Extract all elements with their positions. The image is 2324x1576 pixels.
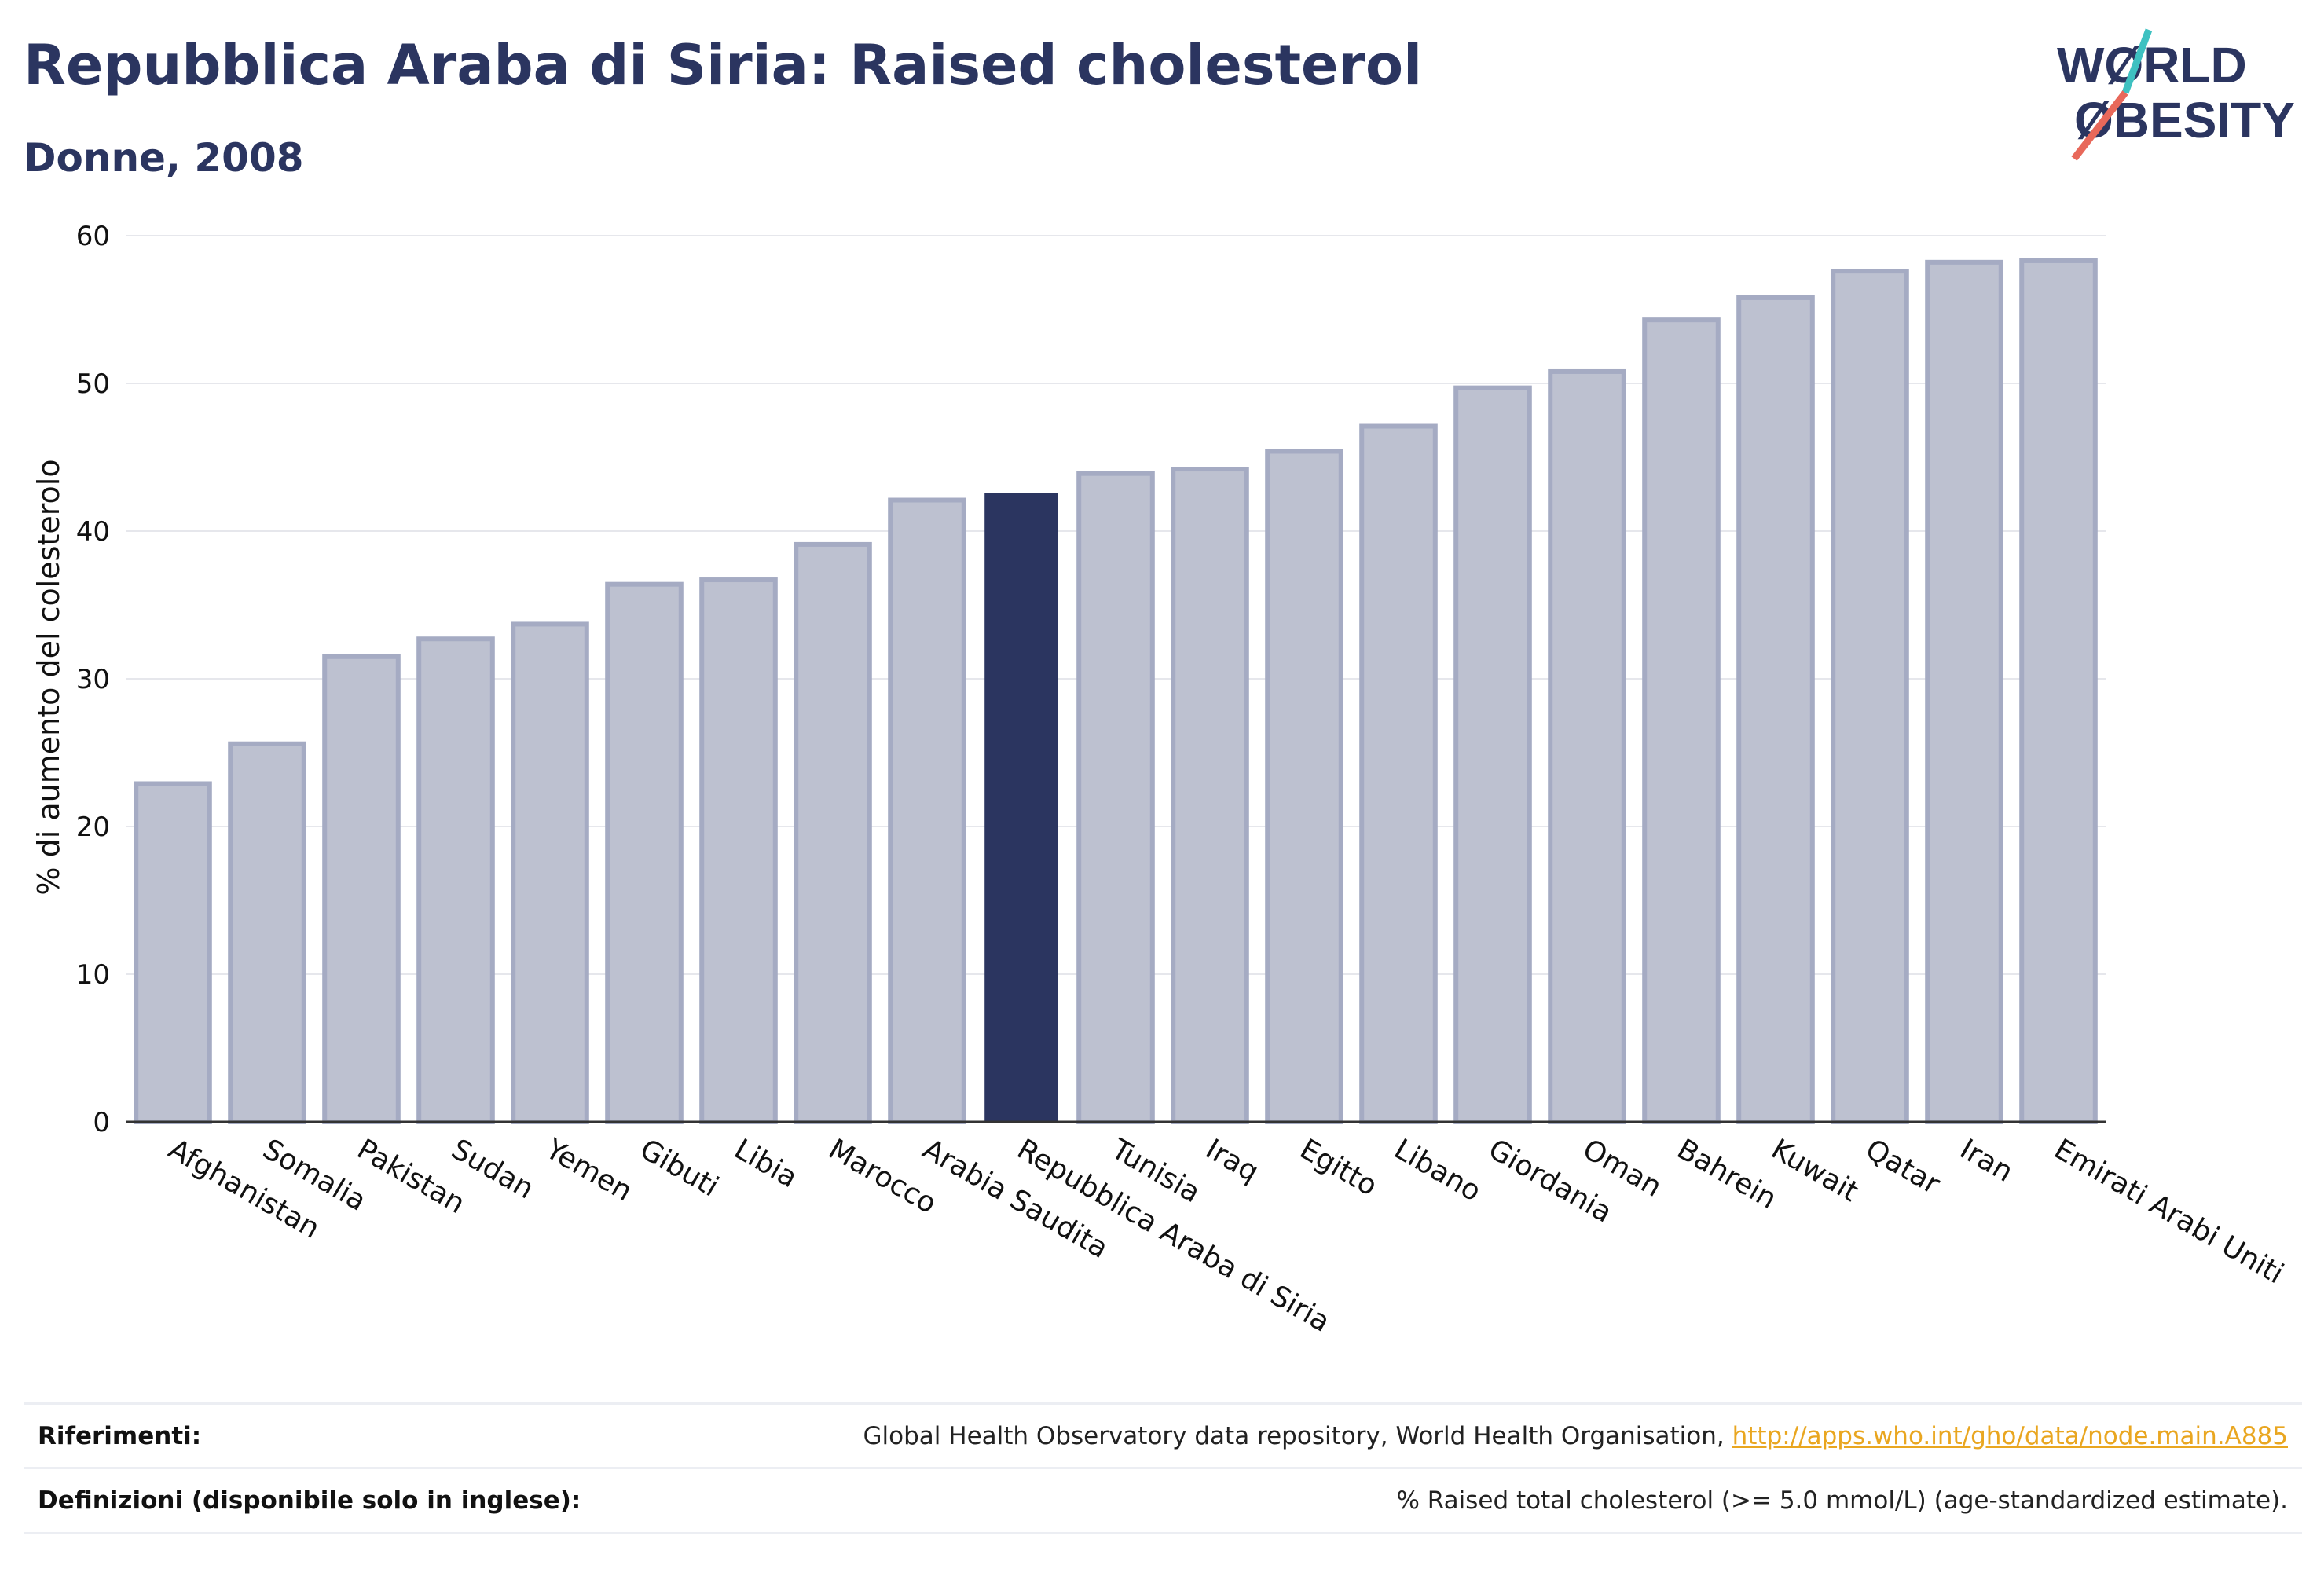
bar-chart: 0 10 20 30 40 50 60 AfghanistanSomaliaPakistan… [31,221,2289,1339]
x-tick-label: Egitto [1295,1133,1383,1202]
y-tick-label: 60 [76,221,110,252]
world-obesity-logo: WØRLD ØBESITY [2057,28,2295,161]
bar [1359,423,1438,1124]
x-tick-label: Iran [1955,1133,2018,1189]
footer: Riferimenti: Global Health Observatory d… [24,1402,2302,1544]
x-tick-label: Libano [1389,1133,1486,1208]
x-tick-label: Emirati Arabi Uniti [2049,1133,2289,1290]
x-tick-label: Qatar [1860,1133,1945,1200]
references-value: Global Health Observatory data repositor… [863,1422,2288,1450]
references-label: Riferimenti: [38,1422,202,1450]
bar [1076,471,1155,1124]
x-tick-label: Yemen [540,1133,638,1208]
x-tick-label: Kuwait [1766,1133,1864,1208]
logo-slash-teal [2121,28,2153,94]
bar [1925,259,2003,1125]
x-tick-label: Bahrein [1672,1133,1782,1215]
bar-highlight [984,493,1058,1122]
logo-line-1: WØRLD [2057,37,2247,93]
y-tick-label: 0 [93,1107,110,1138]
x-tick-label: Marocco [823,1133,942,1220]
y-tick-label: 20 [76,812,110,843]
bar [511,621,589,1124]
axis-layer: 0 10 20 30 40 50 60 [76,221,2106,1138]
logo-line-2: ØBESITY [2074,92,2295,148]
bar [134,781,212,1124]
y-tick-label: 40 [76,516,110,548]
footer-definitions-row: Definizioni (disponibile solo in inglese… [24,1467,2302,1534]
bar [228,741,306,1124]
bar [416,636,495,1124]
bar [1736,295,1815,1125]
bar [2019,258,2098,1125]
x-tick-label: Pakistan [352,1133,471,1220]
y-tick-label: 10 [76,959,110,991]
chart-title: Repubblica Araba di Siria: Raised choles… [24,33,1423,97]
definitions-text: % Raised total cholesterol (>= 5.0 mmol/… [1396,1486,2288,1515]
chart-subtitle: Donne, 2008 [24,135,304,181]
bars-layer [134,258,2098,1125]
bar [699,577,778,1124]
x-tick-label: Iraq [1200,1133,1264,1189]
bar [794,541,872,1124]
bar [1642,317,1721,1125]
y-tick-label: 30 [76,664,110,695]
bar [1171,467,1249,1124]
footer-references-row: Riferimenti: Global Health Observatory d… [24,1402,2302,1468]
bar [605,581,684,1124]
bar [1548,368,1626,1124]
y-axis-label: % di aumento del colesterolo [31,459,66,895]
bar [1265,449,1343,1124]
bar [322,654,401,1124]
references-text: Global Health Observatory data repositor… [863,1422,1732,1450]
definitions-label: Definizioni (disponibile solo in inglese… [38,1486,581,1515]
bar [1453,385,1532,1124]
bar [888,497,966,1124]
logo-slash-red [2071,90,2128,161]
y-tick-label: 50 [76,368,110,400]
references-link[interactable]: http://apps.who.int/gho/data/node.main.A… [1732,1422,2288,1450]
x-tick-label: Libia [729,1133,803,1194]
bar [1831,269,1909,1124]
x-tick-label: Gibuti [635,1133,724,1203]
